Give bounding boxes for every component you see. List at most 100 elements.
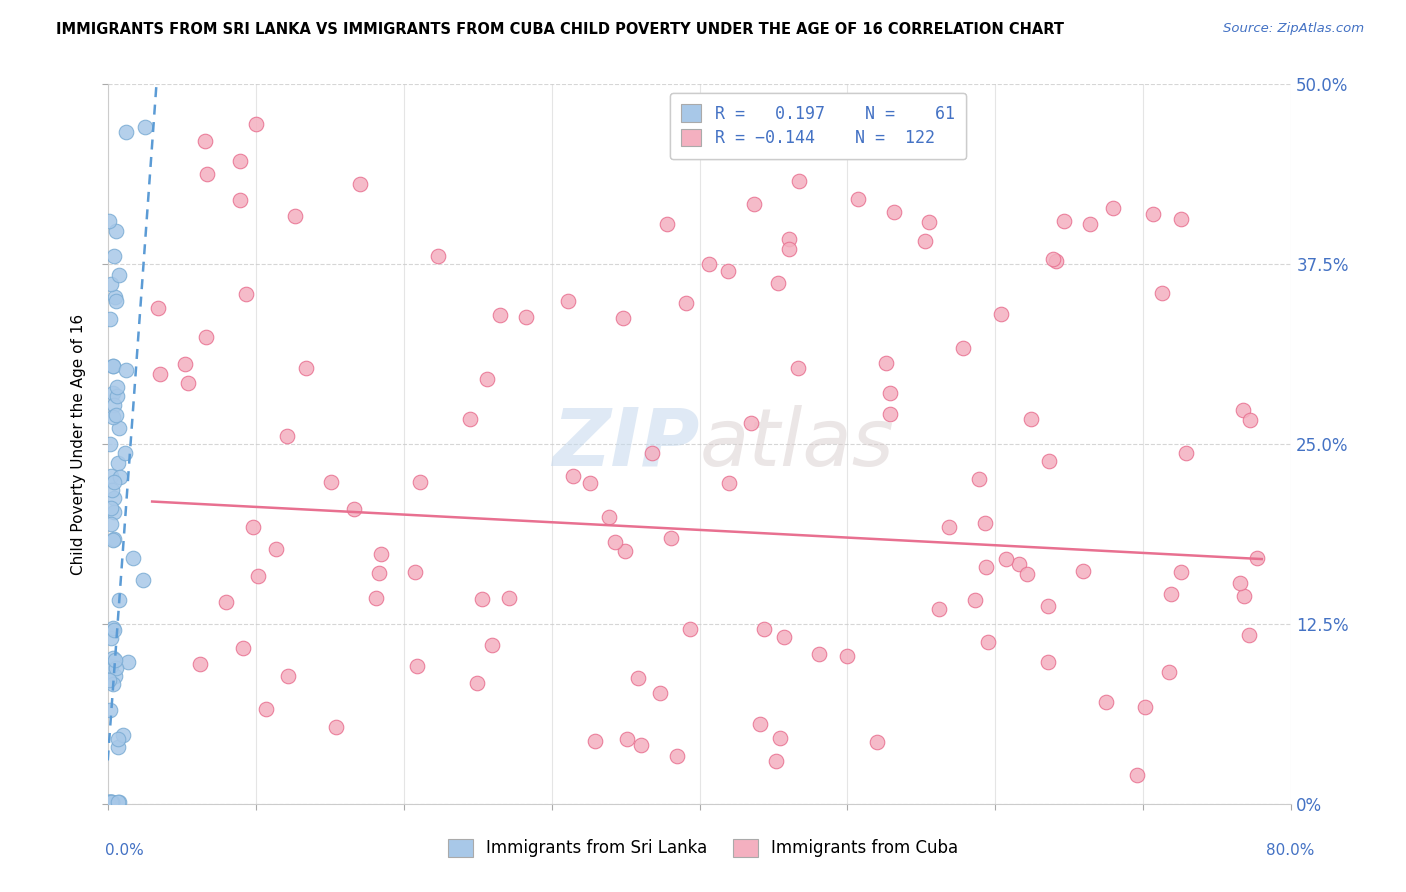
Legend: R =   0.197    N =    61, R = −0.144    N =  122: R = 0.197 N = 61, R = −0.144 N = 122 <box>669 93 966 159</box>
Point <box>465 676 488 690</box>
Point <box>1102 201 1125 215</box>
Point <box>938 519 960 533</box>
Point <box>928 601 950 615</box>
Point <box>114 446 136 460</box>
Point <box>264 541 287 556</box>
Point <box>98 311 121 326</box>
Point <box>990 307 1012 321</box>
Point <box>104 294 127 309</box>
Text: Source: ZipAtlas.com: Source: ZipAtlas.com <box>1223 22 1364 36</box>
Point <box>409 475 432 490</box>
Point <box>101 677 124 691</box>
Point <box>765 754 787 768</box>
Point <box>370 547 392 561</box>
Point <box>1160 587 1182 601</box>
Point <box>661 531 683 545</box>
Point <box>807 647 830 661</box>
Point <box>426 249 449 263</box>
Point <box>772 630 794 644</box>
Point <box>613 544 636 558</box>
Point <box>98 795 121 809</box>
Point <box>105 224 128 238</box>
Point <box>245 118 267 132</box>
Point <box>1019 412 1042 426</box>
Point <box>105 389 128 403</box>
Point <box>481 638 503 652</box>
Point <box>994 552 1017 566</box>
Point <box>977 635 1000 649</box>
Point <box>194 134 217 148</box>
Point <box>107 795 129 809</box>
Point <box>557 294 579 309</box>
Point <box>769 731 792 746</box>
Point <box>1038 599 1060 613</box>
Point <box>1045 254 1067 268</box>
Point <box>177 376 200 390</box>
Point <box>1073 564 1095 578</box>
Point <box>1170 565 1192 579</box>
Point <box>105 380 128 394</box>
Point <box>100 631 122 645</box>
Point <box>104 290 127 304</box>
Point <box>173 357 195 371</box>
Point <box>235 287 257 301</box>
Point <box>195 167 218 181</box>
Point <box>294 361 316 376</box>
Point <box>105 661 128 675</box>
Point <box>405 659 427 673</box>
Point <box>1008 557 1031 571</box>
Point <box>100 795 122 809</box>
Point <box>1036 655 1059 669</box>
Point <box>1042 252 1064 266</box>
Point <box>1237 628 1260 642</box>
Point <box>108 421 131 435</box>
Point <box>101 386 124 401</box>
Point <box>101 410 124 425</box>
Text: ZIP: ZIP <box>553 405 700 483</box>
Point <box>319 475 342 490</box>
Point <box>105 409 128 423</box>
Point <box>195 330 218 344</box>
Point <box>103 475 125 490</box>
Point <box>98 702 121 716</box>
Point <box>108 268 131 283</box>
Point <box>974 516 997 530</box>
Point <box>247 569 270 583</box>
Point <box>254 702 277 716</box>
Point <box>148 301 170 315</box>
Point <box>675 295 697 310</box>
Point <box>349 177 371 191</box>
Point <box>112 728 135 742</box>
Point <box>1094 695 1116 709</box>
Point <box>787 174 810 188</box>
Point <box>1038 454 1060 468</box>
Point <box>229 194 252 208</box>
Point <box>1232 402 1254 417</box>
Point <box>846 193 869 207</box>
Point <box>122 551 145 566</box>
Point <box>108 795 131 809</box>
Point <box>1170 211 1192 226</box>
Point <box>97 795 120 809</box>
Point <box>578 476 600 491</box>
Point <box>1175 446 1198 460</box>
Point <box>883 205 905 219</box>
Point <box>229 154 252 169</box>
Point <box>114 363 136 377</box>
Point <box>368 566 391 580</box>
Point <box>1150 286 1173 301</box>
Point <box>665 748 688 763</box>
Point <box>101 621 124 635</box>
Point <box>100 468 122 483</box>
Text: 80.0%: 80.0% <box>1267 843 1315 858</box>
Point <box>1239 413 1261 427</box>
Point <box>1229 575 1251 590</box>
Point <box>149 367 172 381</box>
Point <box>1246 551 1268 566</box>
Point <box>612 310 634 325</box>
Point <box>100 658 122 673</box>
Point <box>103 398 125 412</box>
Point <box>108 470 131 484</box>
Point <box>284 210 307 224</box>
Text: IMMIGRANTS FROM SRI LANKA VS IMMIGRANTS FROM CUBA CHILD POVERTY UNDER THE AGE OF: IMMIGRANTS FROM SRI LANKA VS IMMIGRANTS … <box>56 22 1064 37</box>
